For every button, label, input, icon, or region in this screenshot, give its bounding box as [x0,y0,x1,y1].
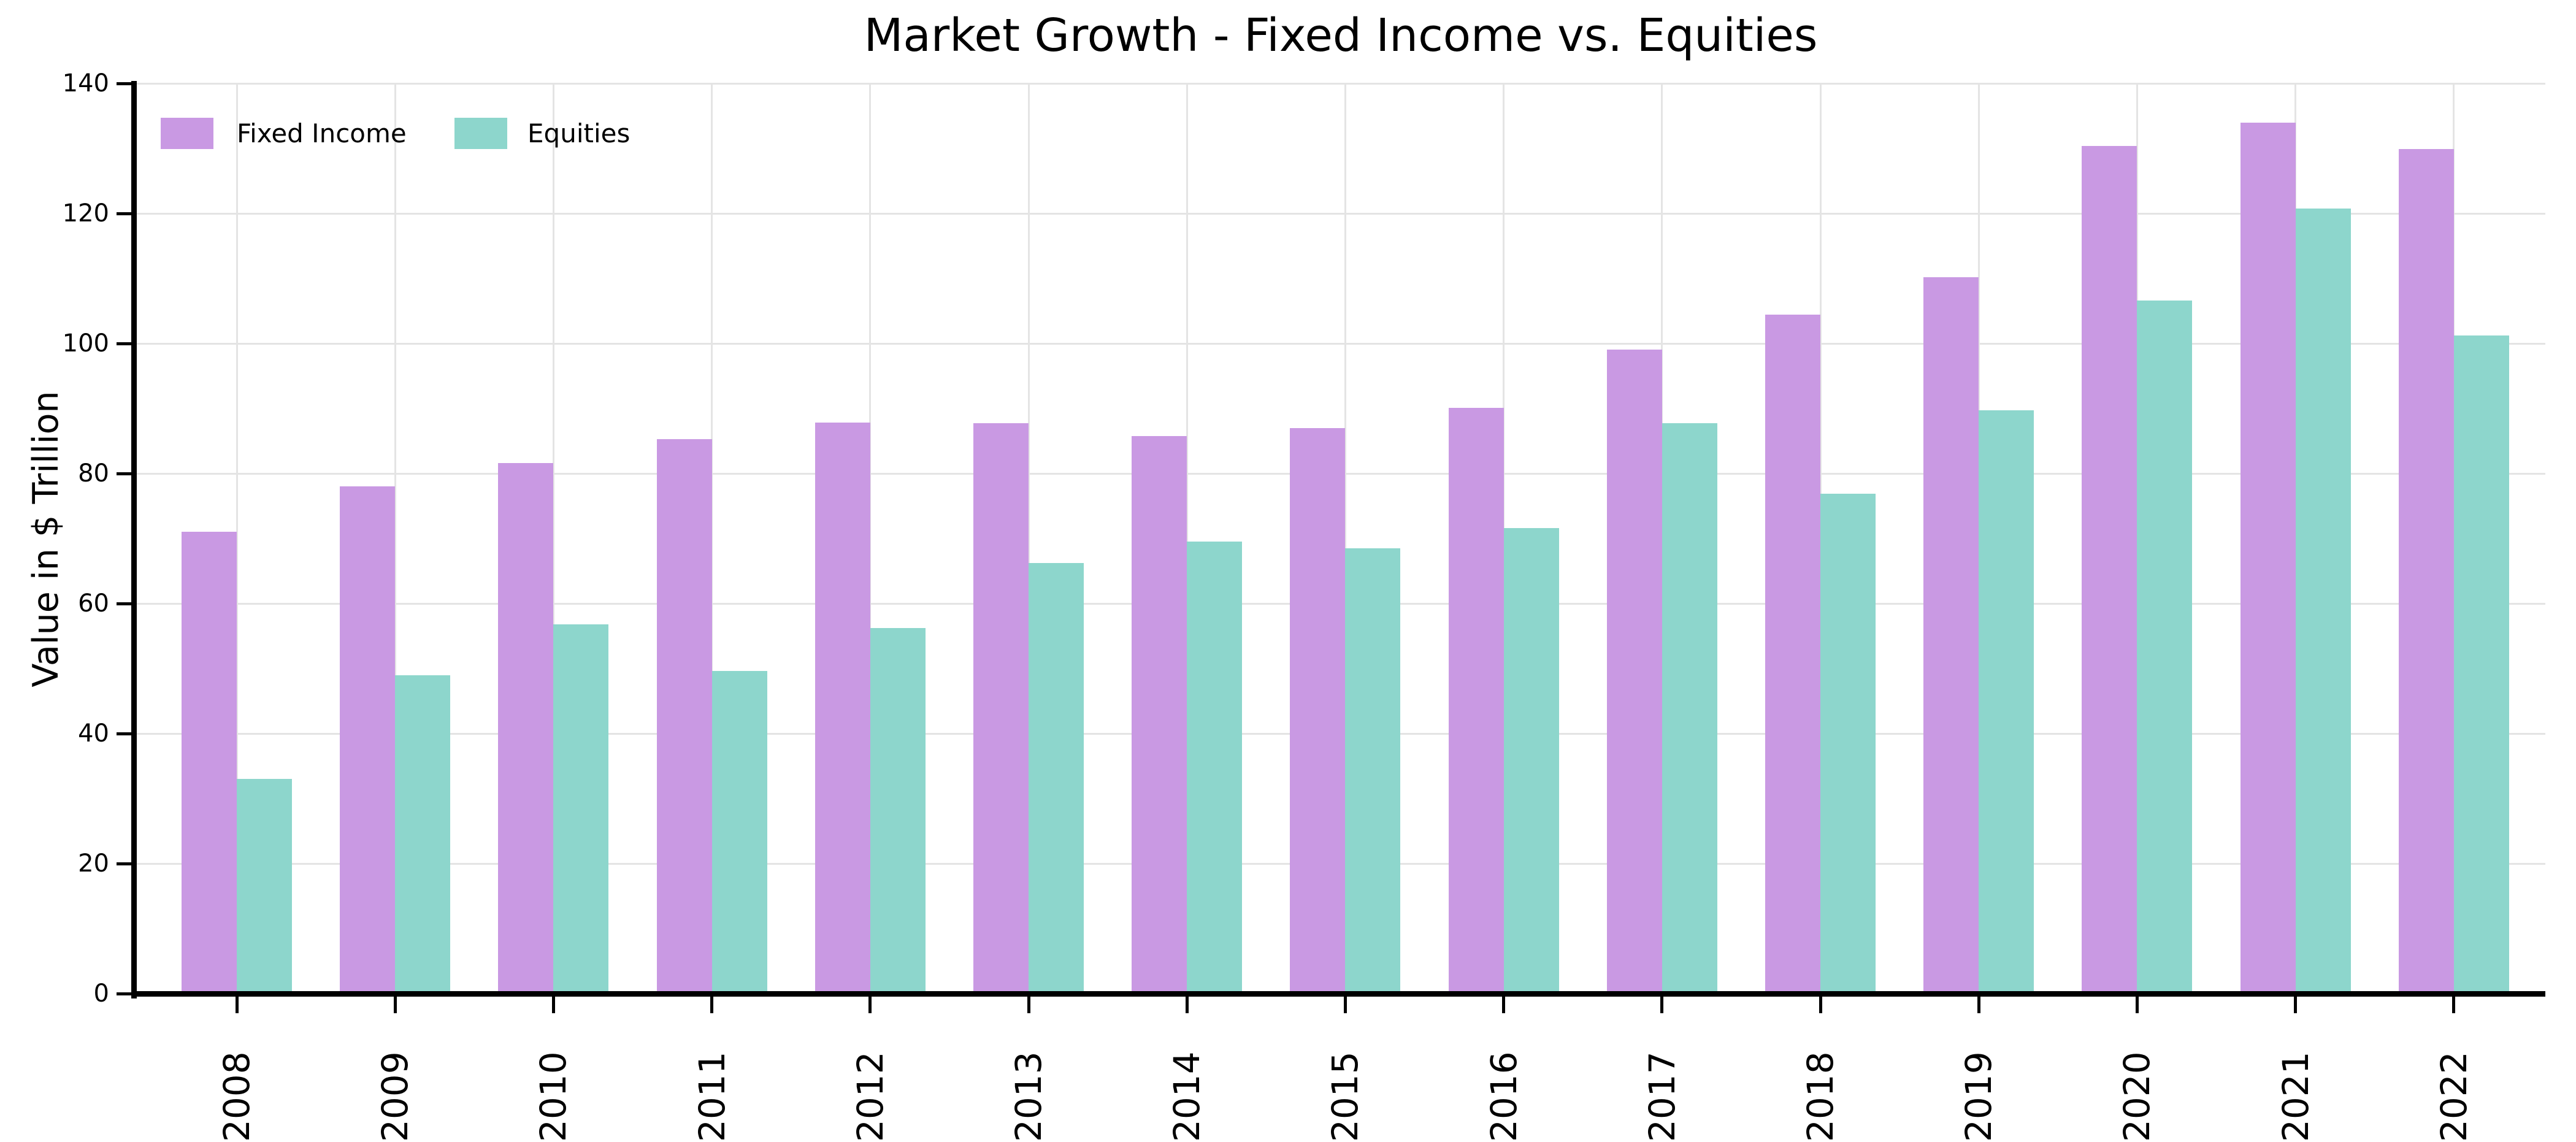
x-tick-mark [1185,996,1189,1013]
bar-equities-2013 [1029,563,1084,994]
y-tick-mark [117,732,136,735]
legend-swatch-fixed-income [161,118,213,149]
y-gridline [136,82,2545,85]
x-tick-mark [1502,996,1506,1013]
bottom-spine [131,991,2545,997]
bar-fixed-income-2009 [340,486,396,994]
chart-title: Market Growth - Fixed Income vs. Equitie… [864,9,1818,62]
bar-fixed-income-2019 [1923,277,1979,994]
x-tick-label: 2019 [1958,1051,2000,1142]
x-tick-label: 2014 [1166,1051,1208,1142]
bar-fixed-income-2010 [498,463,554,994]
x-tick-label: 2018 [1800,1051,1841,1142]
bar-fixed-income-2011 [656,439,712,994]
legend-label-equities: Equities [527,118,631,148]
y-tick-label: 40 [78,719,109,748]
bar-equities-2020 [2137,301,2193,994]
y-tick-mark [117,602,136,605]
bar-fixed-income-2018 [1765,315,1820,994]
y-tick-label: 120 [62,199,109,228]
x-tick-label: 2013 [1008,1051,1049,1142]
x-tick-mark [1027,996,1030,1013]
x-tick-label: 2012 [849,1051,891,1142]
bar-fixed-income-2015 [1290,427,1346,994]
x-tick-mark [868,996,872,1013]
y-tick-mark [117,82,136,85]
bar-fixed-income-2012 [815,423,870,994]
bar-fixed-income-2013 [973,423,1029,994]
y-tick-label: 80 [78,459,109,488]
y-tick-mark [117,862,136,865]
y-tick-label: 0 [93,979,109,1008]
bar-equities-2012 [870,628,926,994]
x-gridline [236,83,238,994]
x-tick-label: 2009 [374,1051,416,1142]
bar-equities-2011 [711,671,767,994]
x-tick-label: 2011 [691,1051,733,1142]
x-tick-mark [393,996,397,1013]
x-tick-mark [235,996,239,1013]
x-tick-label: 2020 [2116,1051,2158,1142]
x-tick-mark [1343,996,1347,1013]
left-spine [131,81,137,998]
bar-equities-2017 [1662,423,1717,994]
x-gridline [1186,83,1188,994]
x-tick-label: 2015 [1324,1051,1367,1142]
figure: Market Growth - Fixed Income vs. Equitie… [26,9,2545,1142]
y-gridline [136,212,2545,215]
bar-equities-2015 [1345,548,1401,994]
x-tick-mark [1977,996,1980,1013]
y-tick-label: 100 [62,329,109,358]
bar-fixed-income-2022 [2398,149,2454,994]
x-gridline [1344,83,1346,994]
bar-fixed-income-2016 [1448,407,1504,994]
x-tick-mark [1660,996,1664,1013]
bar-fixed-income-2021 [2240,122,2296,994]
bar-equities-2016 [1503,528,1559,994]
bar-equities-2022 [2453,335,2509,994]
x-tick-label: 2016 [1482,1051,1525,1142]
x-tick-mark [2294,996,2298,1013]
x-tick-mark [2135,996,2139,1013]
y-tick-mark [117,472,136,475]
x-tick-label: 2022 [2432,1051,2475,1142]
legend-label-fixed-income: Fixed Income [237,118,407,148]
x-tick-mark [551,996,555,1013]
legend-swatch-equities [454,118,507,149]
y-axis-label: Value in $ Trillion [26,391,66,688]
y-tick-mark [117,342,136,345]
x-tick-label: 2021 [2274,1051,2317,1142]
bar-fixed-income-2014 [1132,435,1187,994]
y-tick-label: 20 [78,849,109,878]
y-tick-label: 140 [62,69,109,98]
x-gridline [869,83,872,994]
y-tick-mark [117,212,136,215]
bar-fixed-income-2008 [182,532,237,994]
bar-equities-2009 [395,675,451,994]
bar-equities-2021 [2295,208,2351,994]
x-tick-label: 2017 [1641,1051,1683,1142]
bar-equities-2019 [1979,410,2034,994]
x-gridline [552,83,554,994]
x-gridline [711,83,713,994]
bar-equities-2014 [1187,542,1243,994]
y-tick-label: 60 [78,589,109,618]
y-gridline [136,342,2545,345]
x-tick-label: 2010 [532,1051,575,1142]
bar-equities-2010 [553,624,609,994]
bar-fixed-income-2020 [2082,145,2137,994]
x-gridline [394,83,396,994]
y-tick-mark [117,992,136,995]
x-tick-mark [1819,996,1822,1013]
x-gridline [1027,83,1030,994]
x-tick-label: 2008 [216,1051,258,1142]
x-tick-mark [2452,996,2456,1013]
bar-equities-2018 [1820,493,1876,994]
bar-fixed-income-2017 [1606,349,1662,994]
x-tick-mark [710,996,714,1013]
bar-equities-2008 [237,779,292,994]
